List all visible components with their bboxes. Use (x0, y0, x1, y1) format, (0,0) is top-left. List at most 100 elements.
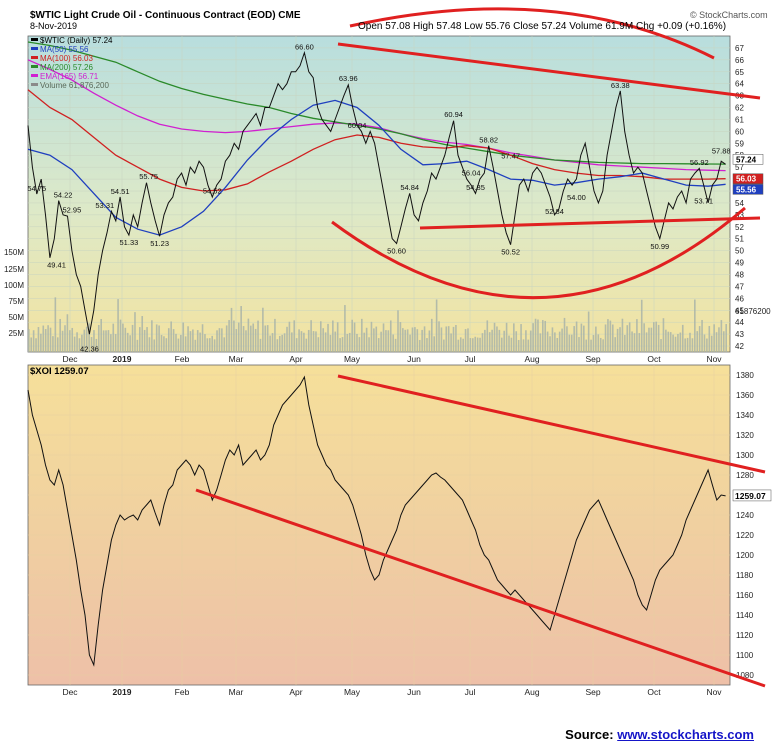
volume-bar (488, 332, 491, 352)
volume-bar (361, 318, 363, 352)
series-price (27, 50, 726, 335)
saucer-arc (331, 206, 746, 300)
volume-bar (274, 318, 276, 352)
x-tick-label: Nov (706, 354, 722, 364)
volume-bar (385, 330, 387, 352)
volume-bar (124, 327, 127, 352)
volume-bar (587, 311, 590, 352)
volume-bar (380, 331, 382, 352)
volume-bar (725, 324, 727, 352)
volume-bar (336, 322, 339, 352)
volume-bar (402, 328, 404, 352)
volume-bar (479, 337, 481, 352)
volume-bar (445, 326, 448, 352)
volume-bar (592, 335, 595, 352)
y-tick-label: 54 (735, 199, 744, 208)
x-tick-label: Jul (465, 354, 476, 364)
volume-bar (633, 333, 636, 352)
panel-wtic-x-ticks: Dec 2019 Feb Mar Apr May Jun Jul Aug Sep Oct Nov (62, 354, 722, 364)
volume-bar (341, 337, 344, 352)
volume-bar (69, 330, 71, 352)
series-ma200 (27, 41, 726, 165)
volume-bar (194, 339, 197, 352)
last-value-label: 56.03 (736, 175, 757, 184)
price-annotation: 60.04 (348, 121, 367, 130)
volume-bar (493, 322, 496, 352)
volume-bar (177, 338, 180, 352)
volume-bar (71, 327, 74, 352)
volume-bar (561, 328, 563, 352)
volume-bar (143, 329, 146, 352)
volume-bar (353, 322, 356, 352)
volume-bar (484, 329, 486, 352)
legend-entry: EMA(165) 56.71 (40, 72, 99, 81)
volume-bar (319, 321, 322, 352)
volume-bar (722, 331, 725, 352)
volume-bar (175, 333, 177, 352)
volume-bar (406, 329, 409, 352)
volume-bar (28, 329, 30, 352)
volume-bar (37, 327, 40, 352)
volume-bar (498, 329, 501, 352)
volume-bar (206, 338, 209, 352)
volume-bar (679, 332, 682, 352)
volume-bar (684, 338, 686, 352)
volume-bar (307, 329, 310, 352)
volume-bar (356, 333, 358, 352)
volume-bar (30, 337, 33, 352)
legend-swatch (31, 38, 38, 41)
y-tick-label: 1320 (736, 431, 754, 440)
volume-bar (503, 330, 505, 352)
source-link[interactable]: www.stockcharts.com (617, 727, 754, 742)
x-tick-label: Aug (524, 687, 539, 697)
volume-bar (715, 332, 718, 352)
volume-bar (435, 299, 438, 352)
y-tick-label: 1180 (736, 571, 754, 580)
volume-bar (332, 320, 334, 352)
volume-bar (411, 327, 414, 352)
volume-bar (136, 339, 139, 352)
volume-bar (457, 339, 460, 352)
volume-bar (54, 297, 57, 352)
volume-bar (240, 306, 242, 352)
volume-bar (455, 325, 457, 352)
volume-bar (126, 332, 129, 352)
price-annotation: 54.84 (400, 183, 419, 192)
volume-bar (648, 327, 650, 352)
volume-bar (160, 334, 163, 352)
x-tick-label: Jun (407, 687, 421, 697)
volume-bar (510, 337, 513, 352)
volume-bar (153, 339, 156, 352)
volume-bar (40, 333, 42, 352)
price-annotation: 54.85 (466, 183, 485, 192)
y-tick-label: 61 (735, 115, 744, 124)
volume-bar (556, 337, 559, 352)
volume-bar (225, 325, 228, 352)
source-label: Source: (565, 727, 614, 742)
volume-bar (662, 318, 665, 352)
volume-bar (394, 338, 397, 352)
legend-swatch (31, 65, 38, 68)
volume-tick-label: 75M (8, 297, 24, 306)
y-tick-label: 49 (735, 259, 744, 268)
upper-trendline (337, 42, 761, 100)
volume-tick-label: 50M (8, 313, 24, 322)
y-tick-label: 67 (735, 44, 744, 53)
volume-bar (163, 336, 165, 352)
volume-bar (237, 322, 240, 352)
volume-bar (85, 326, 88, 352)
price-annotation: 54.51 (111, 187, 130, 196)
price-annotation: 58.82 (479, 135, 498, 144)
volume-bar (590, 339, 592, 352)
legend-swatch (31, 83, 38, 86)
volume-bar (56, 337, 59, 352)
y-tick-label: 45 (735, 306, 744, 315)
volume-bar (252, 323, 255, 352)
volume-bar (167, 328, 170, 352)
volume-bar (657, 324, 660, 352)
volume-bar (295, 338, 298, 352)
volume-bar (351, 319, 353, 352)
volume-bar (481, 333, 484, 352)
volume-bar (467, 328, 469, 352)
